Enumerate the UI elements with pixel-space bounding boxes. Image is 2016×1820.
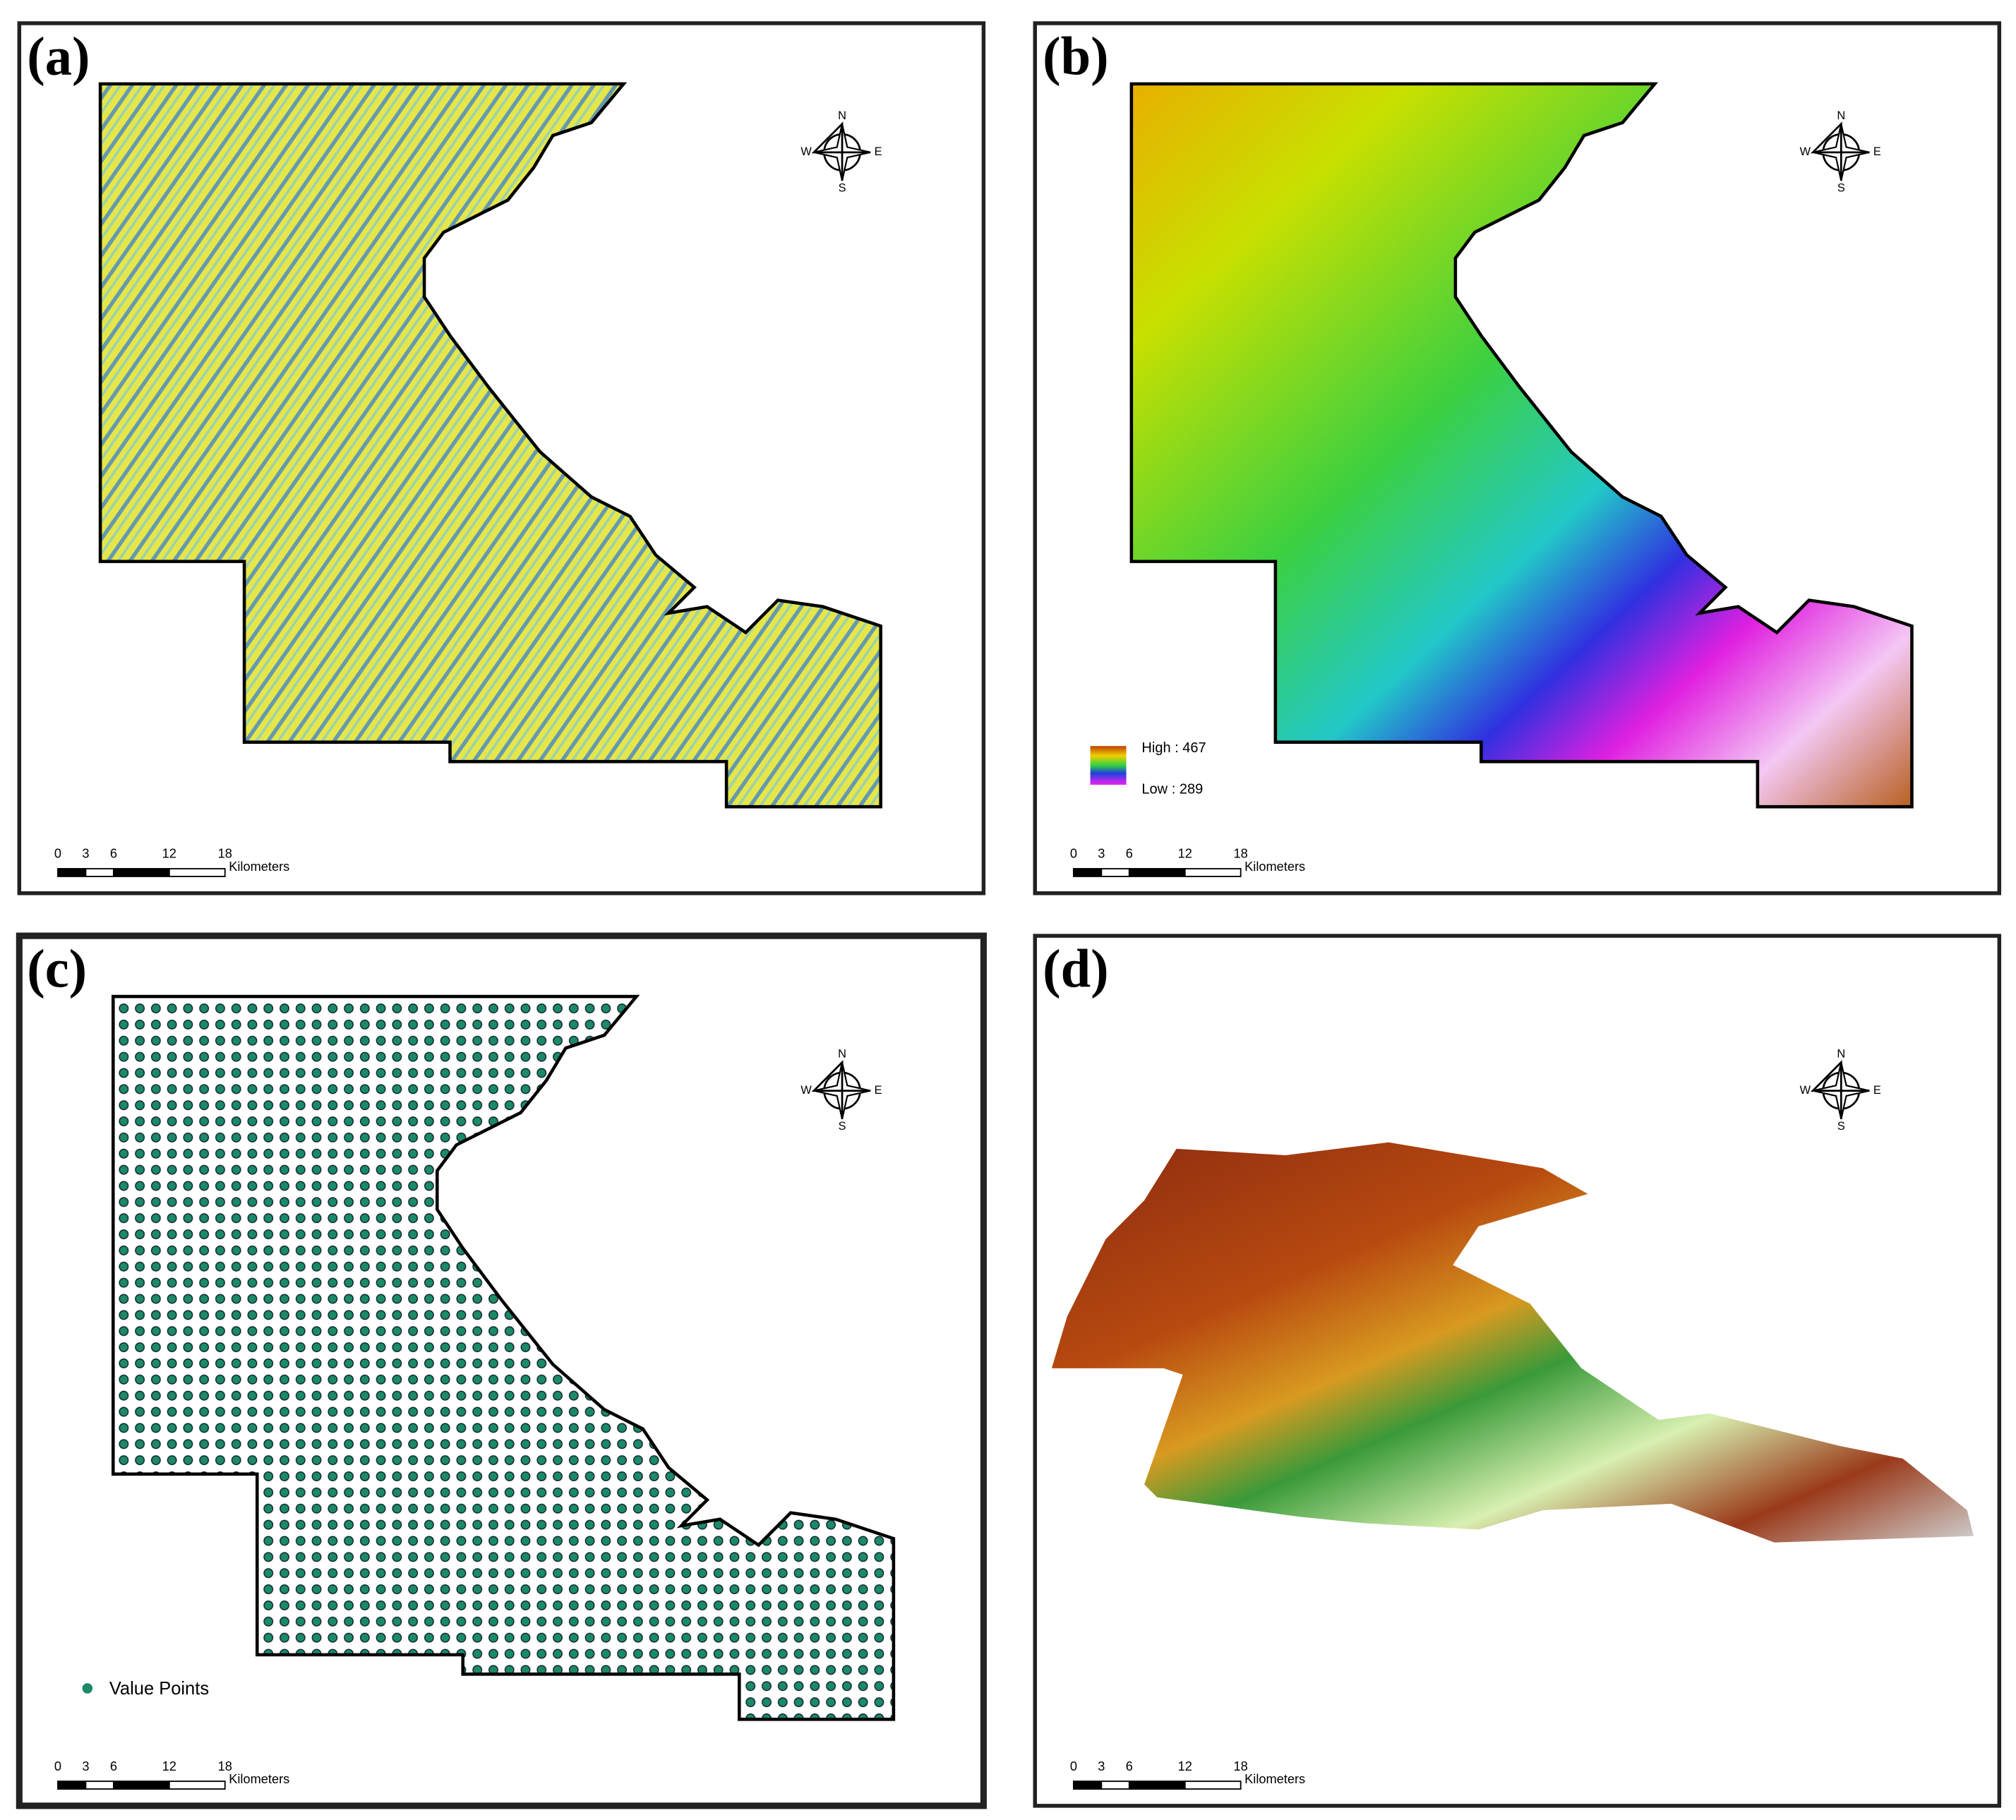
scale-segment (85, 868, 114, 877)
scale-segment (1100, 1780, 1130, 1790)
study-area (1129, 82, 1914, 809)
scale-label: 3 (1098, 846, 1105, 861)
terrain-3d (1051, 1142, 1974, 1543)
compass-s: S (1837, 1120, 1845, 1133)
scale-label: 0 (54, 1759, 61, 1773)
study-area (98, 82, 882, 809)
scale-segment (112, 1780, 170, 1790)
scale-label: 18 (1234, 846, 1248, 861)
scale-label: 6 (1126, 846, 1133, 861)
scale-segment (1128, 868, 1186, 877)
scale-segment (168, 868, 226, 877)
scale-segment (85, 1780, 114, 1790)
scale-label: 12 (162, 1759, 176, 1773)
legend-item: Value Points (109, 1679, 209, 1699)
compass-w: W (800, 145, 812, 158)
compass-w: W (800, 1084, 812, 1097)
compass: N S E W (800, 1048, 882, 1133)
scale-segment (1184, 1780, 1242, 1790)
scale-segment (1184, 868, 1242, 877)
scale-label: 12 (162, 846, 176, 861)
compass-star-inner (811, 1060, 871, 1119)
scale-label: 6 (110, 846, 117, 861)
scale-label: 6 (1126, 1759, 1133, 1773)
compass-s: S (1837, 181, 1845, 194)
panel-label: (a) (27, 26, 90, 86)
scale-label: 12 (1178, 1759, 1192, 1773)
compass: N S E W (800, 109, 882, 194)
legend-low: Low : 289 (1141, 782, 1203, 797)
scale-unit: Kilometers (1244, 859, 1305, 874)
scale-label: 0 (1070, 1759, 1077, 1773)
compass-w: W (1800, 145, 1811, 158)
compass-e: E (875, 145, 882, 158)
scale-segment (1128, 1780, 1186, 1790)
compass-w: W (1800, 1084, 1811, 1097)
scale-label: 3 (82, 846, 89, 861)
compass-star-inner (1810, 1060, 1870, 1119)
compass-e: E (1873, 1084, 1881, 1097)
scale-segment (1072, 868, 1103, 877)
compass-n: N (1837, 1048, 1845, 1061)
compass-n: N (838, 109, 846, 122)
compass-star-inner (1810, 121, 1870, 181)
panel-label: (b) (1043, 26, 1108, 86)
scale-label: 3 (82, 1759, 89, 1773)
compass-s: S (839, 181, 846, 194)
compass-e: E (1873, 145, 1881, 158)
legend-high: High : 467 (1141, 740, 1206, 756)
scale-label: 18 (218, 1759, 232, 1773)
scale-label: 18 (218, 846, 232, 861)
legend-dot (82, 1683, 93, 1694)
compass-n: N (1837, 109, 1845, 122)
scale-segment (1100, 868, 1130, 877)
scale-label: 3 (1098, 1759, 1105, 1773)
scale-segment (57, 868, 87, 877)
compass-star-inner (811, 121, 871, 181)
scale-unit: Kilometers (1244, 1771, 1305, 1786)
scale-unit: Kilometers (229, 1771, 289, 1786)
scale-label: 18 (1234, 1759, 1248, 1773)
scale-label: 12 (1178, 846, 1192, 861)
study-area (112, 994, 896, 1721)
compass-s: S (839, 1120, 846, 1133)
scale-label: 6 (110, 1759, 117, 1773)
panel-label: (c) (27, 939, 87, 999)
scale-unit: Kilometers (229, 859, 289, 874)
scale-label: 0 (1070, 846, 1077, 861)
legend-ramp (1090, 746, 1127, 785)
compass: N S E W (1800, 1048, 1881, 1133)
scale-segment (1072, 1780, 1103, 1790)
compass: N S E W (1800, 109, 1881, 194)
scale-label: 0 (54, 846, 61, 861)
scale-segment (57, 1780, 87, 1790)
panel-label: (d) (1043, 939, 1108, 999)
scale-segment (168, 1780, 226, 1790)
compass-e: E (875, 1084, 882, 1097)
compass-n: N (838, 1048, 846, 1061)
scale-segment (112, 868, 170, 877)
